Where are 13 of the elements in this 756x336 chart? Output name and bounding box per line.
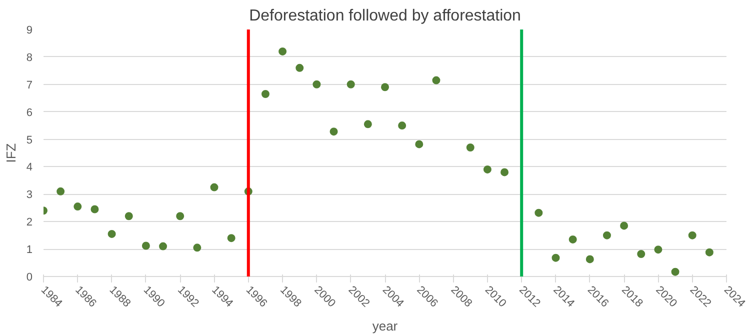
x-axis-title: year: [372, 318, 398, 334]
y-tick-label: 0: [26, 272, 33, 284]
y-tick-label: 1: [26, 244, 33, 256]
y-axis-title: IFZ: [3, 143, 18, 163]
y-tick-label: 9: [26, 24, 33, 36]
y-tick-label: 2: [26, 216, 33, 229]
y-tick-label: 5: [26, 134, 33, 146]
y-tick-label: 4: [26, 162, 33, 174]
y-tick-label: 3: [26, 189, 33, 202]
y-tick-label: 8: [26, 52, 33, 64]
chart-title: Deforestation followed by afforestation: [249, 8, 521, 24]
y-tick-label: 6: [26, 106, 33, 119]
y-tick-label: 7: [26, 79, 33, 92]
